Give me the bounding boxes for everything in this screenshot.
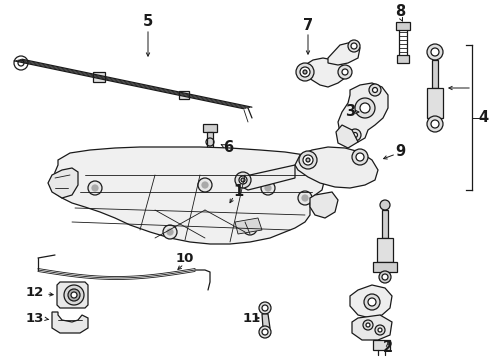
Circle shape bbox=[202, 182, 208, 188]
Circle shape bbox=[68, 289, 80, 301]
Circle shape bbox=[71, 292, 77, 298]
Circle shape bbox=[431, 120, 439, 128]
Text: 8: 8 bbox=[395, 4, 405, 19]
Polygon shape bbox=[57, 282, 88, 308]
Polygon shape bbox=[427, 88, 443, 118]
Circle shape bbox=[235, 172, 251, 188]
Circle shape bbox=[380, 200, 390, 210]
Polygon shape bbox=[178, 91, 189, 99]
Polygon shape bbox=[238, 165, 295, 190]
Circle shape bbox=[306, 158, 310, 162]
Circle shape bbox=[302, 195, 308, 201]
Polygon shape bbox=[310, 192, 338, 218]
Circle shape bbox=[368, 298, 376, 306]
Polygon shape bbox=[262, 314, 270, 328]
Circle shape bbox=[298, 191, 312, 205]
Text: 10: 10 bbox=[176, 252, 194, 265]
Circle shape bbox=[382, 274, 388, 280]
Polygon shape bbox=[382, 210, 388, 238]
Text: 7: 7 bbox=[303, 18, 313, 32]
Circle shape bbox=[342, 69, 348, 75]
Text: 11: 11 bbox=[243, 311, 261, 324]
Circle shape bbox=[64, 285, 84, 305]
Circle shape bbox=[243, 221, 257, 235]
Circle shape bbox=[431, 48, 439, 56]
Text: 3: 3 bbox=[345, 104, 355, 120]
Circle shape bbox=[247, 225, 253, 231]
Circle shape bbox=[300, 67, 310, 77]
Text: 13: 13 bbox=[26, 311, 44, 324]
Text: 5: 5 bbox=[143, 14, 153, 30]
Circle shape bbox=[239, 176, 247, 184]
Polygon shape bbox=[93, 72, 104, 82]
Polygon shape bbox=[328, 42, 360, 65]
Circle shape bbox=[366, 323, 370, 327]
Circle shape bbox=[92, 185, 98, 191]
Circle shape bbox=[364, 294, 380, 310]
Circle shape bbox=[259, 302, 271, 314]
Circle shape bbox=[262, 305, 268, 311]
Circle shape bbox=[296, 63, 314, 81]
Circle shape bbox=[259, 326, 271, 338]
Polygon shape bbox=[203, 124, 217, 132]
Circle shape bbox=[88, 181, 102, 195]
Polygon shape bbox=[350, 285, 392, 318]
Circle shape bbox=[167, 229, 173, 235]
Circle shape bbox=[338, 65, 352, 79]
Polygon shape bbox=[352, 315, 392, 340]
Circle shape bbox=[163, 225, 177, 239]
Polygon shape bbox=[52, 312, 88, 333]
Polygon shape bbox=[220, 150, 230, 155]
Polygon shape bbox=[235, 218, 262, 234]
Circle shape bbox=[261, 181, 275, 195]
Text: 12: 12 bbox=[26, 287, 44, 300]
Polygon shape bbox=[338, 83, 388, 142]
Polygon shape bbox=[373, 262, 397, 272]
Circle shape bbox=[198, 178, 212, 192]
Polygon shape bbox=[48, 168, 78, 198]
Polygon shape bbox=[336, 125, 358, 148]
Circle shape bbox=[241, 178, 245, 182]
Circle shape bbox=[363, 320, 373, 330]
Circle shape bbox=[352, 149, 368, 165]
Text: 9: 9 bbox=[395, 144, 405, 159]
Circle shape bbox=[427, 44, 443, 60]
Circle shape bbox=[303, 70, 307, 74]
Circle shape bbox=[352, 132, 358, 138]
Text: 6: 6 bbox=[223, 140, 233, 156]
Circle shape bbox=[360, 103, 370, 113]
Circle shape bbox=[265, 185, 271, 191]
Circle shape bbox=[356, 153, 364, 161]
Circle shape bbox=[348, 40, 360, 52]
Circle shape bbox=[299, 151, 317, 169]
Polygon shape bbox=[200, 150, 220, 156]
Circle shape bbox=[379, 271, 391, 283]
Circle shape bbox=[355, 98, 375, 118]
Circle shape bbox=[369, 84, 381, 96]
Polygon shape bbox=[52, 147, 325, 244]
Text: 1: 1 bbox=[233, 184, 243, 199]
Polygon shape bbox=[295, 147, 378, 188]
Polygon shape bbox=[207, 132, 213, 150]
Circle shape bbox=[372, 87, 377, 93]
Polygon shape bbox=[396, 22, 410, 30]
Polygon shape bbox=[300, 58, 348, 87]
Circle shape bbox=[378, 328, 382, 332]
Text: 4: 4 bbox=[478, 111, 488, 126]
Circle shape bbox=[375, 325, 385, 335]
Polygon shape bbox=[397, 55, 409, 63]
Circle shape bbox=[427, 116, 443, 132]
Circle shape bbox=[351, 43, 357, 49]
Polygon shape bbox=[432, 60, 438, 88]
Text: 2: 2 bbox=[383, 341, 393, 356]
Circle shape bbox=[262, 329, 268, 335]
Polygon shape bbox=[373, 340, 390, 350]
Circle shape bbox=[349, 129, 361, 141]
Polygon shape bbox=[377, 238, 393, 262]
Circle shape bbox=[303, 155, 313, 165]
